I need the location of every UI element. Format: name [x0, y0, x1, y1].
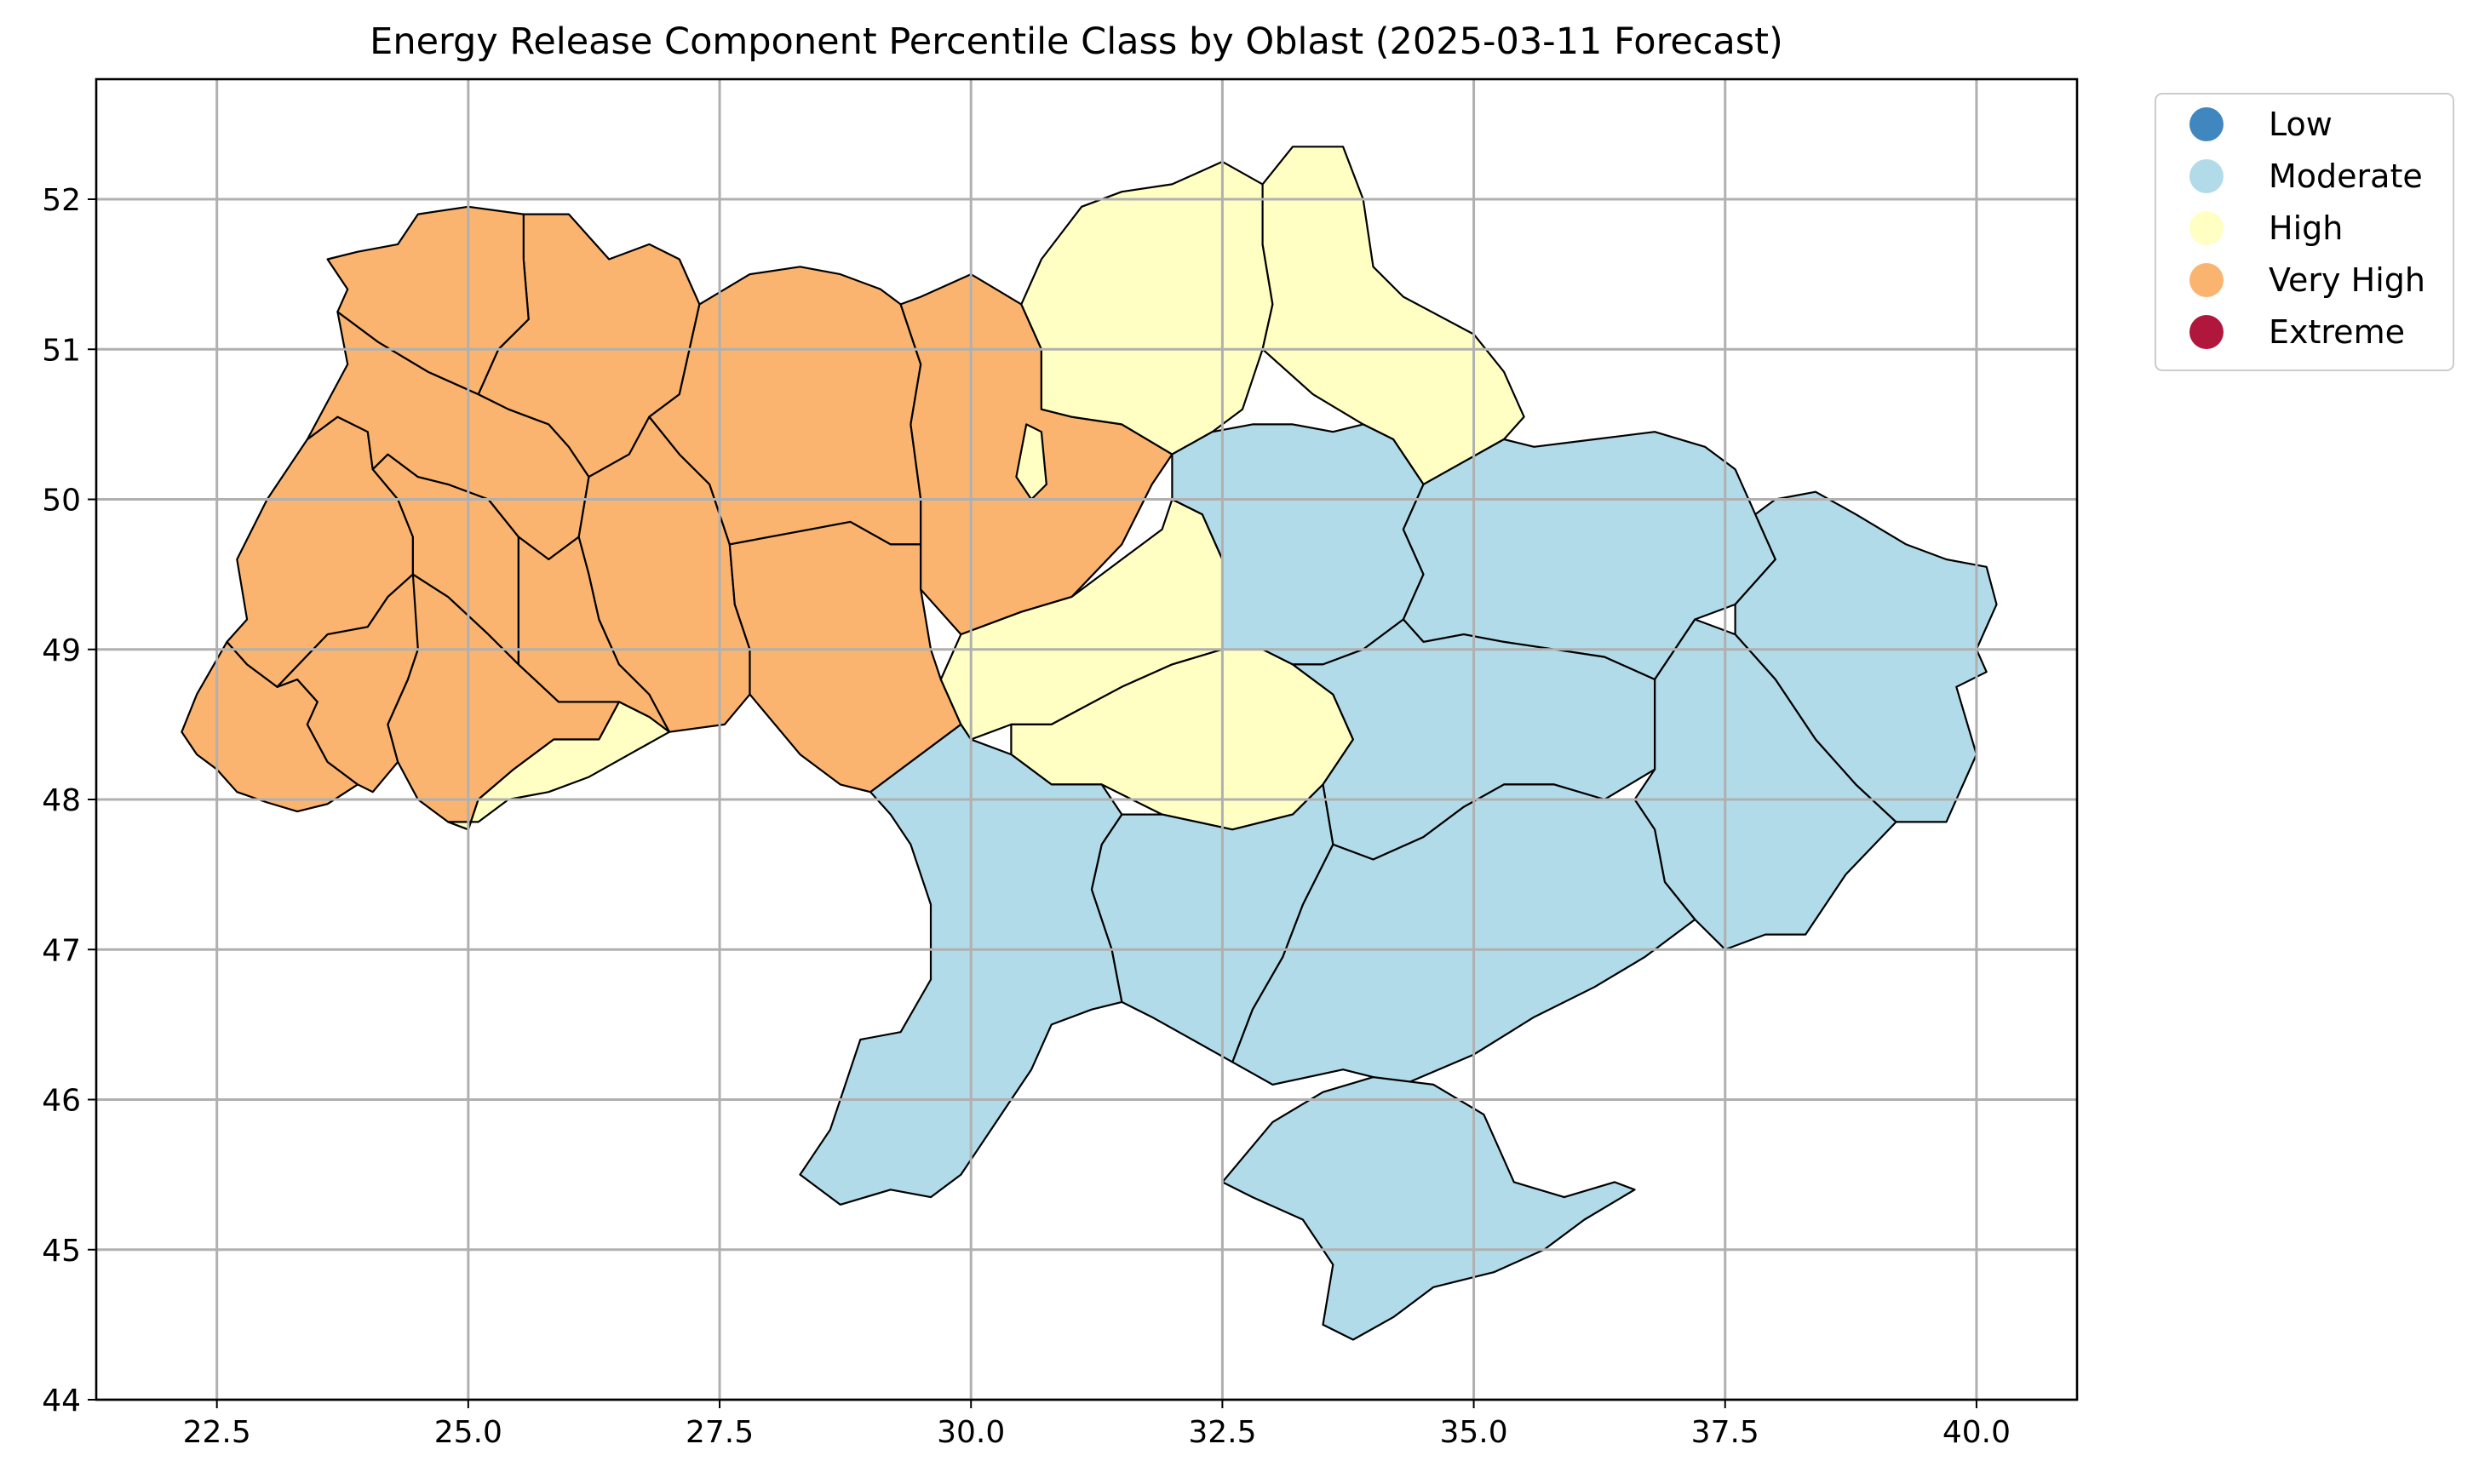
legend-marker [2189, 315, 2224, 349]
legend-marker [2189, 159, 2224, 193]
legend-label: Extreme [2269, 313, 2405, 351]
y-tick-label: 50 [42, 484, 81, 519]
x-tick-label: 25.0 [434, 1415, 502, 1450]
y-tick-label: 49 [42, 633, 81, 668]
legend-label: High [2269, 209, 2343, 247]
y-axis-ticks: 44 45 46 47 48 49 50 51 52 [42, 183, 96, 1418]
y-tick-label: 52 [42, 183, 81, 218]
x-axis-ticks: 22.5 25.0 27.5 30.0 32.5 35.0 37.5 40.0 [183, 1400, 2011, 1450]
x-tick-label: 37.5 [1691, 1415, 1759, 1450]
legend-marker [2189, 263, 2224, 297]
legend-box [2155, 93, 2454, 371]
oblast-regions [181, 146, 1998, 1341]
y-tick-label: 45 [42, 1234, 81, 1269]
oblast-region-28 [1221, 1076, 1636, 1341]
x-tick-label: 30.0 [937, 1415, 1005, 1450]
oblast-region-8 [326, 205, 530, 396]
oblast-region-15 [1020, 160, 1274, 456]
x-tick-label: 32.5 [1188, 1415, 1256, 1450]
legend-marker [2189, 211, 2224, 245]
x-tick-label: 27.5 [686, 1415, 754, 1450]
chart-title: Energy Release Component Percentile Clas… [370, 20, 1783, 63]
legend: Low Moderate High Very High Extreme [2155, 93, 2454, 371]
y-tick-label: 51 [42, 333, 81, 368]
x-tick-label: 40.0 [1942, 1415, 2011, 1450]
y-tick-label: 44 [42, 1384, 81, 1418]
oblast-region-14 [1015, 423, 1047, 501]
x-tick-label: 35.0 [1439, 1415, 1507, 1450]
plot-frame [95, 77, 2079, 1401]
plot-area: 22.5 25.0 27.5 30.0 32.5 35.0 37.5 40.0 4445464… [42, 77, 2079, 1450]
x-tick-label: 22.5 [183, 1415, 251, 1450]
y-tick-label: 47 [42, 933, 81, 968]
legend-marker [2189, 107, 2224, 141]
legend-label: Moderate [2269, 158, 2423, 195]
legend-label: Very High [2269, 261, 2425, 299]
oblast-region-19 [447, 701, 671, 831]
gridlines [96, 79, 2077, 1401]
legend-label: Low [2269, 106, 2333, 143]
y-tick-label: 48 [42, 783, 81, 818]
y-tick-label: 46 [42, 1084, 81, 1119]
oblast-region-27 [799, 723, 1123, 1206]
